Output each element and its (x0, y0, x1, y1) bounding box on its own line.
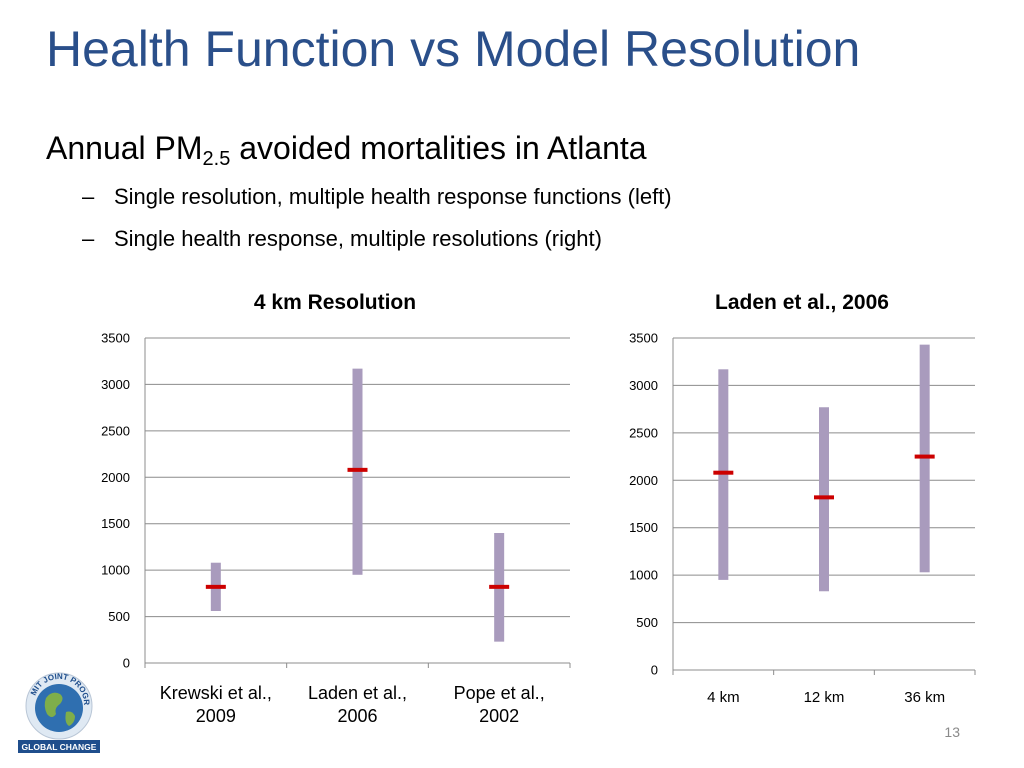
y-tick-label: 3500 (101, 331, 130, 346)
central-estimate-mark (814, 495, 834, 500)
x-category-label: 36 km (904, 689, 945, 706)
central-estimate-mark (489, 584, 510, 589)
main-bullet-suffix: avoided mortalities in Atlanta (230, 130, 647, 166)
chart-title: 4 km Resolution (254, 291, 416, 314)
sub-bullet-text: Single health response, multiple resolut… (114, 226, 602, 251)
sub-bullet-right-chart: – Single health response, multiple resolu… (82, 226, 602, 251)
y-tick-label: 0 (123, 656, 130, 671)
mit-global-change-logo: MIT JOINT PROGRAM GLOBAL CHANGE (16, 668, 100, 753)
central-estimate-mark (713, 470, 734, 475)
page-number: 13 (944, 724, 960, 740)
x-category-label: Krewski et al., (160, 683, 272, 703)
y-tick-label: 1500 (101, 516, 130, 531)
sub-bullet-left-chart: – Single resolution, multiple health resp… (82, 184, 672, 209)
main-bullet-subscript: 2.5 (202, 148, 231, 170)
y-tick-label: 1000 (629, 568, 658, 583)
y-tick-label: 500 (108, 609, 130, 624)
y-tick-label: 3000 (101, 377, 130, 392)
chart-title: Laden et al., 2006 (715, 291, 889, 314)
x-category-label: 12 km (804, 689, 845, 706)
y-tick-label: 2000 (629, 473, 658, 488)
main-bullet: Annual PM2.5 avoided mortalities in Atla… (46, 130, 647, 171)
x-category-label: 2009 (196, 706, 236, 726)
central-estimate-mark (347, 467, 368, 472)
x-category-label: Laden et al., (308, 683, 407, 703)
slide-title: Health Function vs Model Resolution (46, 21, 861, 77)
y-tick-label: 500 (636, 615, 658, 630)
chart-1: 4 km Resolution 0 500 1000 1500 2000 2500 3000 3… (101, 291, 571, 726)
x-category-label: 2006 (337, 706, 377, 726)
y-tick-label: 0 (651, 663, 658, 678)
x-category-label: Pope et al., (454, 683, 545, 703)
x-category-label: 4 km (707, 689, 740, 706)
y-tick-label: 3500 (629, 331, 658, 346)
y-tick-label: 1000 (101, 563, 130, 578)
y-tick-label: 3000 (629, 378, 658, 393)
y-tick-label: 2500 (629, 425, 658, 440)
y-tick-label: 2500 (101, 423, 130, 438)
main-bullet-prefix: Annual PM (46, 130, 203, 166)
central-estimate-mark (205, 584, 226, 589)
sub-bullet-text: Single resolution, multiple health respo… (114, 184, 672, 209)
y-tick-label: 1500 (629, 520, 658, 535)
x-category-label: 2002 (479, 706, 519, 726)
y-tick-label: 2000 (101, 470, 130, 485)
chart-2: Laden et al., 2006 0 500 1000 1500 2000 2500 30… (629, 291, 976, 706)
central-estimate-mark (914, 454, 935, 459)
logo-bottom-text: GLOBAL CHANGE (22, 742, 97, 752)
